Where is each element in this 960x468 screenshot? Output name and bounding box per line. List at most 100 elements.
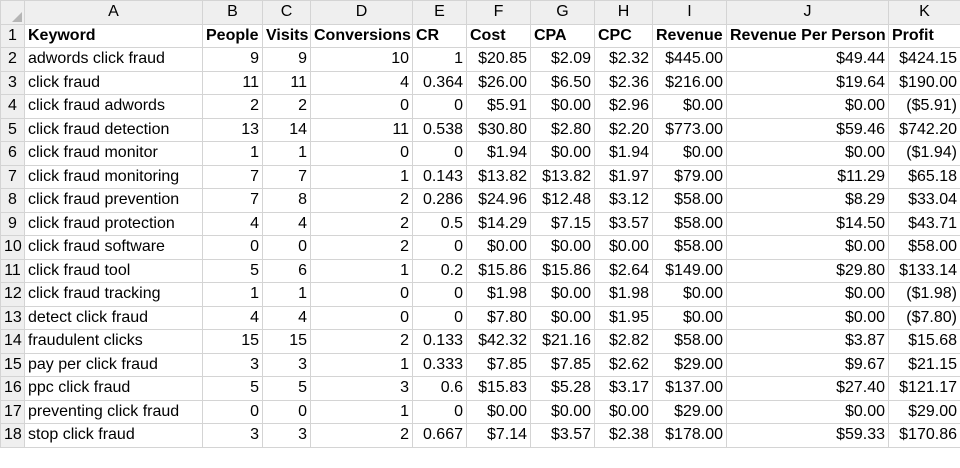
cell[interactable]: ($1.98) (888, 282, 960, 307)
column-header-g[interactable]: G (530, 0, 595, 25)
cell[interactable]: 2 (310, 329, 413, 354)
cell[interactable]: 4 (262, 305, 311, 330)
cell[interactable]: $14.29 (466, 211, 531, 236)
cell[interactable]: 0 (412, 305, 467, 330)
cell[interactable]: $2.96 (594, 94, 653, 119)
cell[interactable]: 0.667 (412, 423, 467, 448)
cell[interactable]: 4 (262, 211, 311, 236)
cell[interactable]: $20.85 (466, 47, 531, 72)
cell[interactable]: ($5.91) (888, 94, 960, 119)
cell[interactable]: $58.00 (652, 329, 727, 354)
cell[interactable]: 0.133 (412, 329, 467, 354)
cell[interactable]: $1.98 (594, 282, 653, 307)
cell[interactable]: 0 (202, 399, 263, 424)
cell[interactable]: 15 (202, 329, 263, 354)
cell[interactable]: 0 (412, 399, 467, 424)
cell[interactable]: 0.6 (412, 376, 467, 401)
cell[interactable]: 0 (262, 399, 311, 424)
cell[interactable]: $133.14 (888, 258, 960, 283)
cell[interactable]: click fraud software (24, 235, 203, 260)
cell[interactable]: $33.04 (888, 188, 960, 213)
column-header-c[interactable]: C (262, 0, 311, 25)
cell[interactable]: 0.143 (412, 164, 467, 189)
cell[interactable]: 6 (262, 258, 311, 283)
cell[interactable]: $0.00 (530, 94, 595, 119)
cell[interactable]: 0 (310, 282, 413, 307)
cell[interactable]: $29.00 (888, 399, 960, 424)
cell[interactable]: 0 (412, 141, 467, 166)
column-header-j[interactable]: J (726, 0, 889, 25)
cell[interactable]: 0 (310, 94, 413, 119)
cell[interactable]: 1 (310, 164, 413, 189)
cell[interactable]: 0 (412, 235, 467, 260)
cell[interactable]: $58.00 (888, 235, 960, 260)
cell[interactable]: $3.57 (594, 211, 653, 236)
cell[interactable]: 0 (262, 235, 311, 260)
cell[interactable]: $5.91 (466, 94, 531, 119)
cell[interactable]: $0.00 (530, 141, 595, 166)
column-header-i[interactable]: I (652, 0, 727, 25)
cell[interactable]: $15.68 (888, 329, 960, 354)
row-number[interactable]: 12 (0, 282, 25, 307)
cell[interactable]: 1 (262, 282, 311, 307)
cell[interactable]: 2 (310, 188, 413, 213)
cell[interactable]: $2.82 (594, 329, 653, 354)
cell[interactable]: $2.20 (594, 117, 653, 142)
cell[interactable]: $0.00 (726, 282, 889, 307)
cell[interactable]: $21.16 (530, 329, 595, 354)
cell[interactable]: $773.00 (652, 117, 727, 142)
cell-header-revenue-per-person[interactable]: Revenue Per Person (726, 23, 889, 48)
cell[interactable]: 7 (202, 164, 263, 189)
cell[interactable]: 2 (202, 94, 263, 119)
cell[interactable]: 1 (202, 282, 263, 307)
cell[interactable]: adwords click fraud (24, 47, 203, 72)
cell[interactable]: $11.29 (726, 164, 889, 189)
cell[interactable]: click fraud tool (24, 258, 203, 283)
cell[interactable]: 3 (262, 352, 311, 377)
cell[interactable]: $29.80 (726, 258, 889, 283)
cell-header-cpc[interactable]: CPC (594, 23, 653, 48)
cell[interactable]: 0.364 (412, 70, 467, 95)
cell[interactable]: $178.00 (652, 423, 727, 448)
cell[interactable]: $190.00 (888, 70, 960, 95)
cell[interactable]: $13.82 (530, 164, 595, 189)
cell[interactable]: 14 (262, 117, 311, 142)
cell[interactable]: $42.32 (466, 329, 531, 354)
cell[interactable]: click fraud monitoring (24, 164, 203, 189)
cell[interactable]: 5 (202, 376, 263, 401)
cell[interactable]: $0.00 (652, 282, 727, 307)
cell[interactable]: 0 (412, 282, 467, 307)
row-number[interactable]: 11 (0, 258, 25, 283)
cell[interactable]: $216.00 (652, 70, 727, 95)
cell[interactable]: pay per click fraud (24, 352, 203, 377)
cell-header-cost[interactable]: Cost (466, 23, 531, 48)
cell[interactable]: 2 (262, 94, 311, 119)
cell[interactable]: $121.17 (888, 376, 960, 401)
row-number[interactable]: 18 (0, 423, 25, 448)
cell[interactable]: $3.17 (594, 376, 653, 401)
cell[interactable]: 2 (310, 235, 413, 260)
cell[interactable]: 9 (262, 47, 311, 72)
cell[interactable]: $0.00 (530, 235, 595, 260)
cell[interactable]: click fraud detection (24, 117, 203, 142)
row-number[interactable]: 9 (0, 211, 25, 236)
cell[interactable]: $2.80 (530, 117, 595, 142)
cell-header-cpa[interactable]: CPA (530, 23, 595, 48)
cell[interactable]: 0 (310, 141, 413, 166)
cell[interactable]: $742.20 (888, 117, 960, 142)
cell-header-cr[interactable]: CR (412, 23, 467, 48)
cell[interactable]: $0.00 (726, 94, 889, 119)
cell-header-keyword[interactable]: Keyword (24, 23, 203, 48)
cell[interactable]: $15.86 (466, 258, 531, 283)
cell[interactable]: $43.71 (888, 211, 960, 236)
cell[interactable]: $424.15 (888, 47, 960, 72)
cell[interactable]: $58.00 (652, 188, 727, 213)
cell[interactable]: $29.00 (652, 399, 727, 424)
row-number[interactable]: 15 (0, 352, 25, 377)
cell[interactable]: $0.00 (652, 305, 727, 330)
cell[interactable]: $149.00 (652, 258, 727, 283)
column-header-a[interactable]: A (24, 0, 203, 25)
cell[interactable]: $170.86 (888, 423, 960, 448)
cell[interactable]: $0.00 (530, 305, 595, 330)
cell[interactable]: $2.38 (594, 423, 653, 448)
